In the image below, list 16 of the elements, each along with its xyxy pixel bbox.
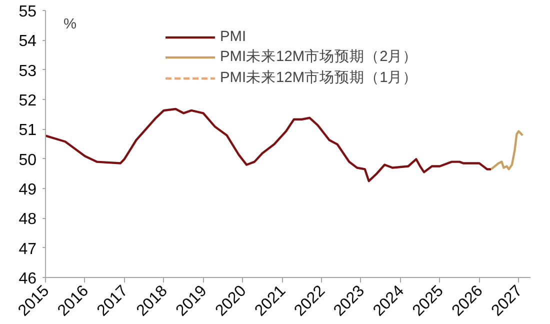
legend-label: PMI <box>220 29 246 45</box>
y-tick-label: 49 <box>18 182 37 198</box>
y-tick-label: 47 <box>18 240 37 258</box>
y-tick-label: 48 <box>18 211 37 228</box>
legend-label: PMI未来12M市场预期（2月） <box>220 48 418 66</box>
legend-label: PMI未来12M市场预期（1月） <box>220 68 418 87</box>
y-tick-label: 53 <box>18 62 37 80</box>
y-tick-label: 52 <box>18 92 37 110</box>
y-tick-label: 55 <box>18 4 37 20</box>
y-tick-label: 50 <box>18 152 37 169</box>
y-tick-label: 54 <box>18 33 37 50</box>
y-tick-label: 46 <box>18 270 37 288</box>
line-series <box>46 108 492 182</box>
y-tick-label: 51 <box>18 122 37 140</box>
y-axis-title: % <box>64 16 77 32</box>
line-series <box>490 130 524 170</box>
